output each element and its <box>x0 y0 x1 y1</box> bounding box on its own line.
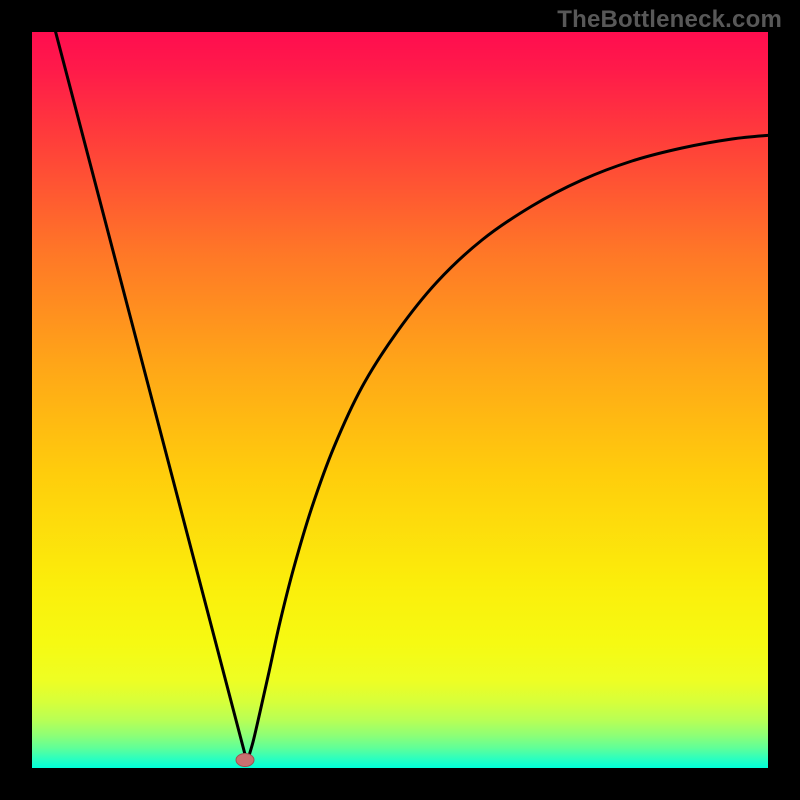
watermark-text: TheBottleneck.com <box>557 6 782 34</box>
curve-right-segment <box>247 135 768 762</box>
curve-left-segment <box>53 32 247 762</box>
bottleneck-curve <box>32 32 768 768</box>
plot-area <box>32 32 768 768</box>
minimum-marker <box>236 754 254 767</box>
